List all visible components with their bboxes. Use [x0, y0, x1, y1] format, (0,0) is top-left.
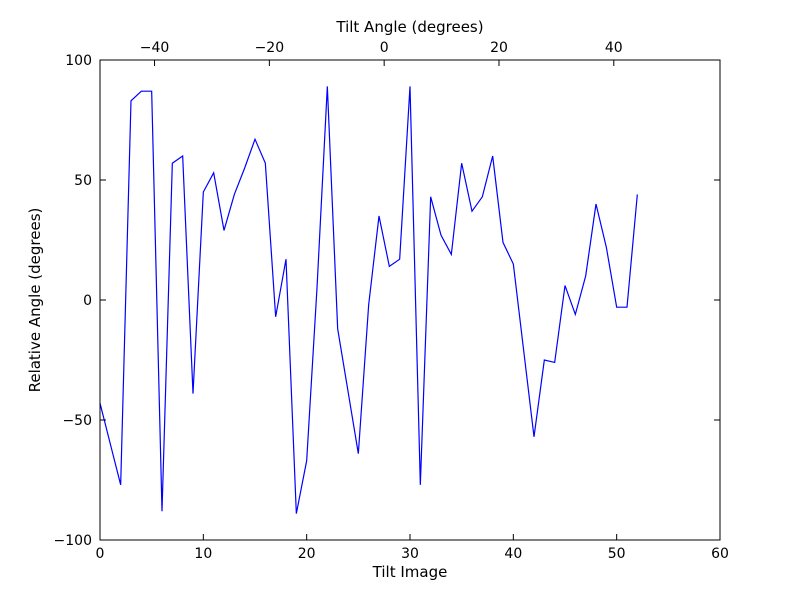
top-x-tick-label: 20 [490, 40, 508, 56]
x-tick-label: 40 [504, 546, 522, 562]
x-tick-label: 10 [194, 546, 212, 562]
ticks-layer: 0 10 20 30 40 50 60 −40 −20 0 20 40 100 50 0 −50 −100 [54, 40, 729, 562]
y-tick-label: −100 [54, 533, 92, 549]
plot-frame [99, 59, 721, 541]
top-x-tick-label: −20 [255, 40, 285, 56]
x-tick-label: 30 [401, 546, 419, 562]
x-axis-title: Tilt Image [372, 563, 448, 581]
y-tick-label: 0 [83, 293, 92, 309]
y-tick-label: −50 [62, 413, 92, 429]
x-tick-label: 0 [96, 546, 105, 562]
x-tick-label: 20 [298, 546, 316, 562]
x-tick-label: 50 [608, 546, 626, 562]
top-x-axis-title: Tilt Angle (degrees) [335, 18, 483, 36]
y-tick-label: 50 [74, 173, 92, 189]
top-x-tick-label: 40 [605, 40, 623, 56]
top-x-tick-label: −40 [140, 40, 170, 56]
series-layer [99, 86, 638, 514]
plot-area [100, 60, 720, 540]
y-axis-title: Relative Angle (degrees) [26, 208, 44, 393]
y-tick-label: 100 [65, 53, 92, 69]
series-line [99, 86, 638, 514]
top-x-tick-label: 0 [380, 40, 389, 56]
x-tick-label: 60 [711, 546, 729, 562]
